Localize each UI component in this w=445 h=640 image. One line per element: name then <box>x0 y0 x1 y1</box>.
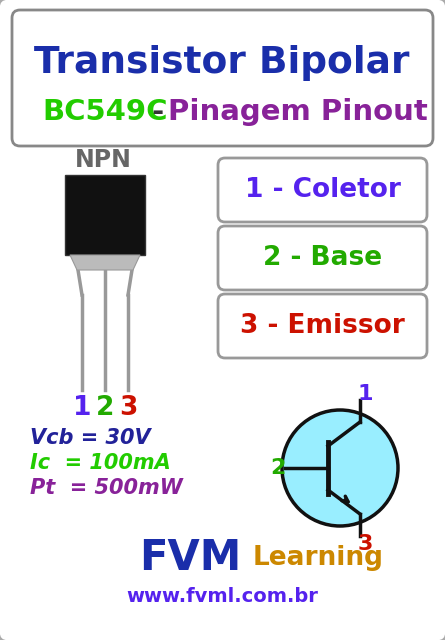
Text: Learning: Learning <box>253 545 384 571</box>
Text: 2: 2 <box>270 458 286 478</box>
FancyBboxPatch shape <box>65 175 145 255</box>
FancyBboxPatch shape <box>218 158 427 222</box>
Text: FVM: FVM <box>139 537 241 579</box>
FancyBboxPatch shape <box>218 226 427 290</box>
Text: -: - <box>142 98 174 126</box>
Circle shape <box>282 410 398 526</box>
Text: NPN: NPN <box>75 148 131 172</box>
Text: Transistor Bipolar: Transistor Bipolar <box>34 45 410 81</box>
Text: 2: 2 <box>96 395 114 421</box>
Text: 2 - Base: 2 - Base <box>263 245 382 271</box>
Text: 3: 3 <box>357 534 373 554</box>
Text: Pinagem Pinout: Pinagem Pinout <box>168 98 428 126</box>
Text: Vcb = 30V: Vcb = 30V <box>30 428 150 448</box>
Text: Pt  = 500mW: Pt = 500mW <box>30 478 183 498</box>
Text: BC549C: BC549C <box>42 98 167 126</box>
Text: Ic  = 100mA: Ic = 100mA <box>30 453 171 473</box>
Text: www.fvml.com.br: www.fvml.com.br <box>126 586 318 605</box>
FancyBboxPatch shape <box>12 10 433 146</box>
Polygon shape <box>70 255 140 270</box>
Text: 3 - Emissor: 3 - Emissor <box>240 313 405 339</box>
Text: 1: 1 <box>357 384 373 404</box>
Text: 1: 1 <box>73 395 91 421</box>
FancyBboxPatch shape <box>218 294 427 358</box>
Text: 1 - Coletor: 1 - Coletor <box>245 177 400 203</box>
Text: 3: 3 <box>119 395 137 421</box>
